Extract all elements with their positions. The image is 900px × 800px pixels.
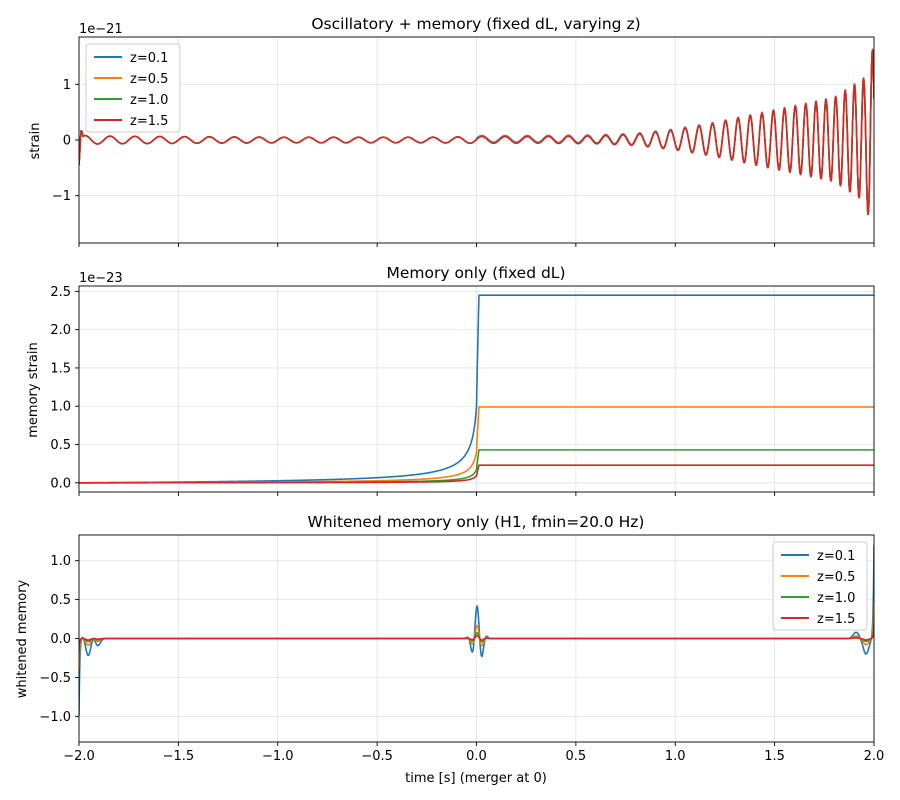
legend: z=0.1 z=0.5 z=1.0 z=1.5	[85, 43, 181, 133]
y-tick-label: −0.5	[39, 671, 71, 686]
y-axis-label: memory strain	[26, 342, 41, 437]
x-tick-label: −0.5	[361, 749, 393, 764]
legend-label: z=0.5	[817, 570, 855, 585]
legend-box	[85, 43, 181, 133]
panel-memory: Memory only (fixed dL) 1e−23 memory stra…	[26, 264, 875, 496]
ticks: −1 0 1	[52, 78, 875, 247]
y-tick-label: −1	[52, 189, 71, 204]
x-tick-label: −2.0	[63, 749, 95, 764]
plot-lines	[79, 294, 874, 484]
panel-title: Oscillatory + memory (fixed dL, varying …	[311, 15, 640, 33]
plot-lines	[79, 545, 874, 716]
x-tick-label: 1.0	[665, 749, 686, 764]
series-line-z-1-5	[79, 49, 874, 216]
ticks: 0.0 0.5 1.0 1.5 2.0 2.5	[50, 285, 875, 496]
x-tick-label: 0.0	[466, 749, 487, 764]
y-tick-label: −1.0	[39, 710, 71, 725]
y-tick-label: 1	[63, 78, 71, 93]
legend-box	[772, 541, 868, 631]
y-tick-label: 2.5	[50, 285, 71, 300]
x-tick-label: 2.0	[864, 749, 885, 764]
x-tick-label: 1.5	[764, 749, 785, 764]
y-tick-label: 1.0	[50, 400, 71, 415]
legend-label: z=0.1	[817, 549, 855, 564]
legend-label: z=1.0	[817, 591, 855, 606]
panel-title: Memory only (fixed dL)	[386, 264, 565, 282]
y-tick-label: 0.5	[50, 593, 71, 608]
y-tick-label: 2.0	[50, 323, 71, 338]
series-line-z-1-5	[79, 464, 874, 484]
y-offset-label: 1e−21	[79, 22, 123, 37]
plot-lines	[79, 48, 874, 216]
panel-whitened: Whitened memory only (H1, fmin=20.0 Hz) …	[15, 513, 884, 786]
x-tick-label: −1.5	[163, 749, 195, 764]
series-line-z-1-5	[79, 630, 874, 646]
legend-label: z=1.5	[817, 612, 855, 627]
x-axis-label: time [s] (merger at 0)	[405, 771, 547, 786]
y-tick-label: 0	[63, 134, 71, 149]
y-tick-label: 1.0	[50, 554, 71, 569]
y-axis-label: strain	[28, 122, 43, 159]
x-tick-label: 0.5	[566, 749, 587, 764]
legend-label: z=1.5	[130, 114, 168, 129]
y-tick-label: 1.5	[50, 361, 71, 376]
legend-label: z=1.0	[130, 93, 168, 108]
y-axis-label: whitened memory	[15, 579, 30, 698]
legend-label: z=0.1	[130, 51, 168, 66]
panel-title: Whitened memory only (H1, fmin=20.0 Hz)	[308, 513, 645, 531]
x-tick-label: −1.0	[262, 749, 294, 764]
y-offset-label: 1e−23	[79, 271, 123, 286]
y-tick-label: 0.0	[50, 476, 71, 491]
panel-oscillatory: Oscillatory + memory (fixed dL, varying …	[28, 15, 875, 247]
ticks: −2.0 −1.5 −1.0 −0.5 0.0 0.5 1.0 1.5 2.0 −1.0 −0.5 0…	[39, 554, 884, 764]
legend: z=0.1 z=0.5 z=1.0 z=1.5	[772, 541, 868, 631]
y-tick-label: 0.0	[50, 632, 71, 647]
legend-label: z=0.5	[130, 72, 168, 87]
y-tick-label: 0.5	[50, 438, 71, 453]
